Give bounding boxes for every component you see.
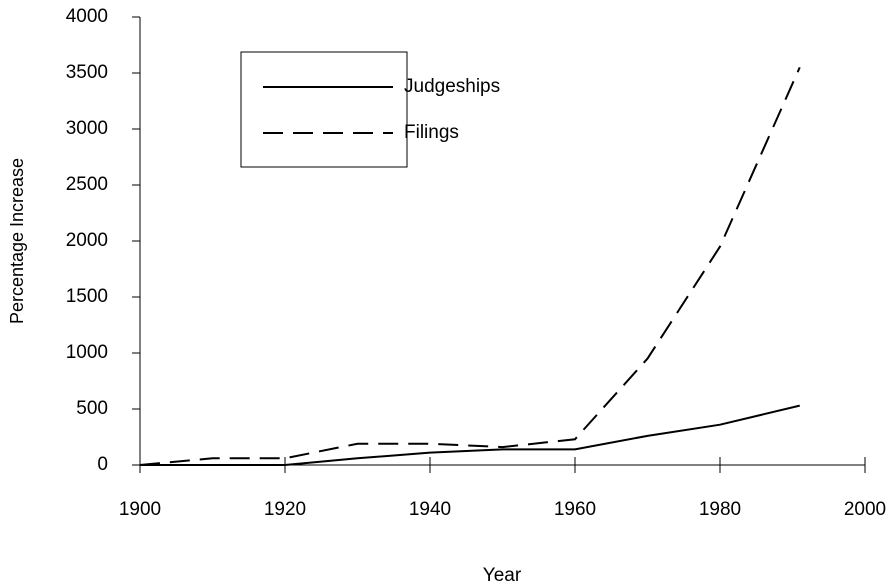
x-tick-label: 1900 <box>119 499 161 520</box>
x-tick-label: 1920 <box>264 499 306 520</box>
y-tick-label: 2000 <box>66 230 108 251</box>
y-axis-label: Percentage Increase <box>7 158 27 324</box>
y-tick-label: 0 <box>97 454 108 475</box>
x-tick-label: 1980 <box>699 499 741 520</box>
y-tick-label: 1000 <box>66 342 108 363</box>
x-tick-label: 2000 <box>844 499 886 520</box>
series-line <box>140 404 800 466</box>
x-axis-label: Year <box>483 565 522 586</box>
x-tick-label: 1940 <box>409 499 451 520</box>
y-tick-label: 500 <box>76 398 108 419</box>
y-tick-label: 1500 <box>66 286 108 307</box>
legend-label: Filings <box>404 122 459 143</box>
y-tick-label: 4000 <box>66 6 108 27</box>
legend-box <box>240 51 408 168</box>
series-line <box>139 66 801 466</box>
y-tick-label: 3000 <box>66 118 108 139</box>
y-tick-label: 2500 <box>66 174 108 195</box>
x-tick-label: 1960 <box>554 499 596 520</box>
legend-label: Judgeships <box>404 76 500 97</box>
y-tick-label: 3500 <box>66 62 108 83</box>
